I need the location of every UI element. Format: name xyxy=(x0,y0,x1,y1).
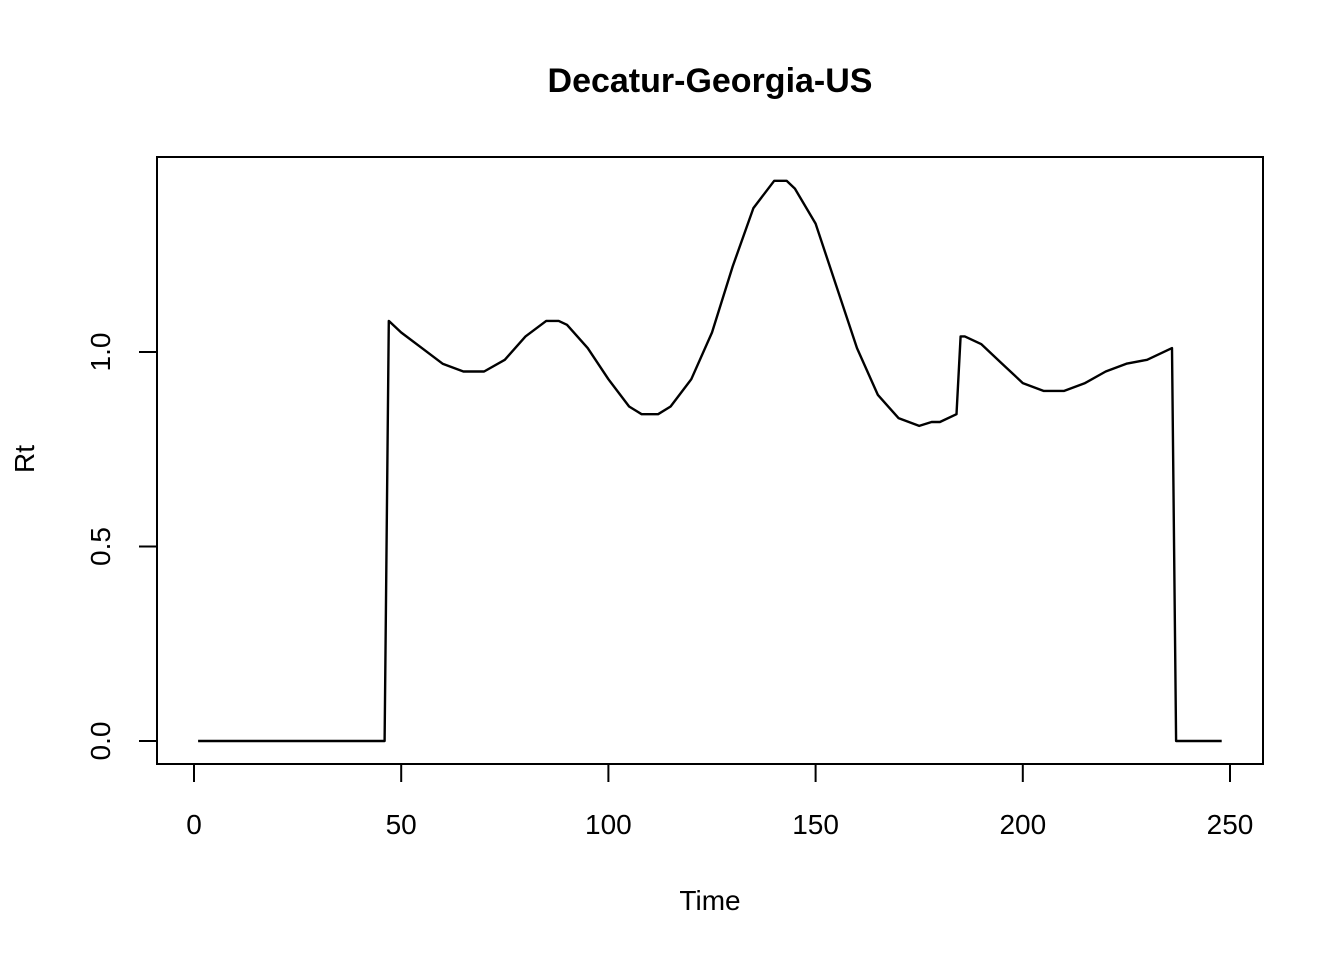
y-tick-label: 0.0 xyxy=(85,722,116,761)
series-layer xyxy=(198,179,1222,743)
x-tick-label: 50 xyxy=(386,809,417,840)
y-axis-label: Rt xyxy=(9,445,40,473)
x-tick-label: 200 xyxy=(999,809,1046,840)
x-tick-label: 250 xyxy=(1207,809,1254,840)
y-tick-label: 1.0 xyxy=(85,333,116,372)
series-line xyxy=(198,179,1222,743)
x-tick-label: 0 xyxy=(186,809,202,840)
plot-frame xyxy=(156,156,1264,765)
x-axis: 0 50 100 150 200 250 xyxy=(186,763,1254,840)
x-tick-label: 100 xyxy=(585,809,632,840)
chart-title: Decatur-Georgia-US xyxy=(548,62,873,100)
y-axis: 0.0 0.5 1.0 xyxy=(85,333,158,761)
x-axis-label: Time xyxy=(679,885,740,916)
x-tick-label: 150 xyxy=(792,809,839,840)
y-tick-label: 0.5 xyxy=(85,527,116,566)
